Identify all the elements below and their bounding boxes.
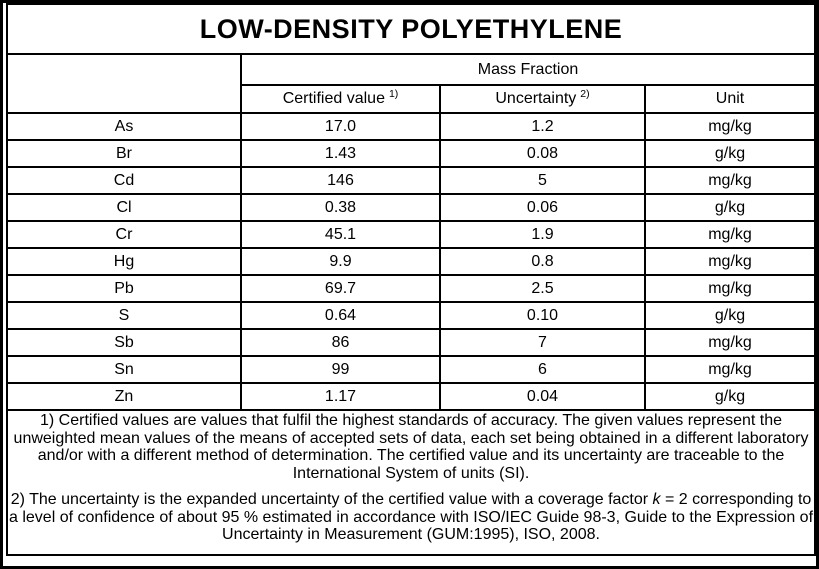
table-row-zn: Zn 1.17 0.04 g/kg <box>6 382 816 411</box>
uncertainty-cell: 7 <box>439 328 646 357</box>
unit-cell: g/kg <box>643 301 816 330</box>
table-row-cl: Cl 0.38 0.06 g/kg <box>6 193 816 222</box>
element-cell: Sn <box>6 355 242 384</box>
footnote-2-text-cont: = 2 corresponding to a level of confiden… <box>9 491 814 544</box>
uncertainty-cell: 0.04 <box>439 382 646 411</box>
certified-value-cell: 86 <box>240 328 441 357</box>
footnotes-section: 1) Certified values are values that fulf… <box>5 409 816 556</box>
element-cell: S <box>6 301 242 330</box>
certified-value-cell: 45.1 <box>240 220 441 249</box>
certified-value-cell: 99 <box>240 355 441 384</box>
unit-cell: g/kg <box>643 193 816 222</box>
unit-column-header: Unit <box>643 84 816 114</box>
footnote-2-ref: 2) <box>580 87 590 100</box>
certified-value-cell: 0.38 <box>240 193 441 222</box>
certified-values-table: LOW-DENSITY POLYETHYLENE Mass Fraction C… <box>5 3 816 556</box>
element-cell: Cl <box>6 193 242 222</box>
unit-cell: mg/kg <box>643 355 816 384</box>
uncertainty-cell: 5 <box>439 166 646 195</box>
unit-cell: g/kg <box>643 139 816 168</box>
footnote-1: 1) Certified values are values that fulf… <box>13 412 809 482</box>
element-cell: Br <box>6 139 242 168</box>
element-cell: Cr <box>6 220 242 249</box>
column-header-row: Certified value 1) Uncertainty 2) Unit <box>7 84 816 114</box>
table-row-hg: Hg 9.9 0.8 mg/kg <box>6 247 816 276</box>
unit-cell: mg/kg <box>643 328 816 357</box>
table-row-cr: Cr 45.1 1.9 mg/kg <box>6 220 816 249</box>
table-row-as: As 17.0 1.2 mg/kg <box>6 112 816 141</box>
table-row-s: S 0.64 0.10 g/kg <box>6 301 816 330</box>
element-cell: As <box>6 112 242 141</box>
footnote-1-ref: 1) <box>388 87 399 100</box>
footnote-2: 2) The uncertainty is the expanded uncer… <box>9 491 814 544</box>
uncertainty-cell: 0.08 <box>439 139 646 168</box>
certified-value-cell: 1.17 <box>240 382 441 411</box>
certified-value-cell: 146 <box>240 166 441 195</box>
unit-cell: mg/kg <box>643 166 816 195</box>
certified-value-cell: 1.43 <box>240 139 441 168</box>
table-row-br: Br 1.43 0.08 g/kg <box>6 139 816 168</box>
certified-value-header-label: Certified value <box>282 90 385 107</box>
element-cell: Sb <box>6 328 242 357</box>
uncertainty-cell: 0.10 <box>439 301 646 330</box>
uncertainty-cell: 2.5 <box>439 274 646 303</box>
certified-value-cell: 69.7 <box>240 274 441 303</box>
uncertainty-cell: 1.2 <box>439 112 646 141</box>
mass-fraction-header: Mass Fraction <box>239 53 816 86</box>
certified-value-cell: 0.64 <box>240 301 441 330</box>
uncertainty-column-header: Uncertainty 2) <box>439 84 646 114</box>
uncertainty-cell: 0.8 <box>439 247 646 276</box>
certified-value-cell: 17.0 <box>240 112 441 141</box>
certified-value-cell: 9.9 <box>240 247 441 276</box>
coverage-factor-k: k <box>652 491 661 509</box>
certified-value-column-header: Certified value 1) <box>240 84 441 114</box>
element-cell: Zn <box>6 382 242 411</box>
title-row: LOW-DENSITY POLYETHYLENE <box>5 3 816 55</box>
table-row-sn: Sn 99 6 mg/kg <box>6 355 816 384</box>
uncertainty-cell: 0.06 <box>439 193 646 222</box>
element-cell: Cd <box>6 166 242 195</box>
footnote-2-text: 2) The uncertainty is the expanded uncer… <box>10 491 653 509</box>
table-row-pb: Pb 69.7 2.5 mg/kg <box>6 274 816 303</box>
footnotes-row: 1) Certified values are values that fulf… <box>5 409 816 556</box>
element-cell: Pb <box>6 274 242 303</box>
table-row-sb: Sb 86 7 mg/kg <box>6 328 816 357</box>
element-column-header-empty <box>6 53 242 114</box>
group-header-row: Mass Fraction <box>6 53 816 114</box>
uncertainty-cell: 1.9 <box>439 220 646 249</box>
unit-cell: mg/kg <box>643 274 816 303</box>
element-cell: Hg <box>6 247 242 276</box>
unit-cell: mg/kg <box>643 247 816 276</box>
unit-cell: mg/kg <box>643 220 816 249</box>
unit-cell: g/kg <box>643 382 816 411</box>
table-row-cd: Cd 146 5 mg/kg <box>6 166 816 195</box>
page-title: LOW-DENSITY POLYETHYLENE <box>5 3 816 55</box>
uncertainty-header-label: Uncertainty <box>495 90 577 107</box>
unit-cell: mg/kg <box>643 112 816 141</box>
uncertainty-cell: 6 <box>439 355 646 384</box>
